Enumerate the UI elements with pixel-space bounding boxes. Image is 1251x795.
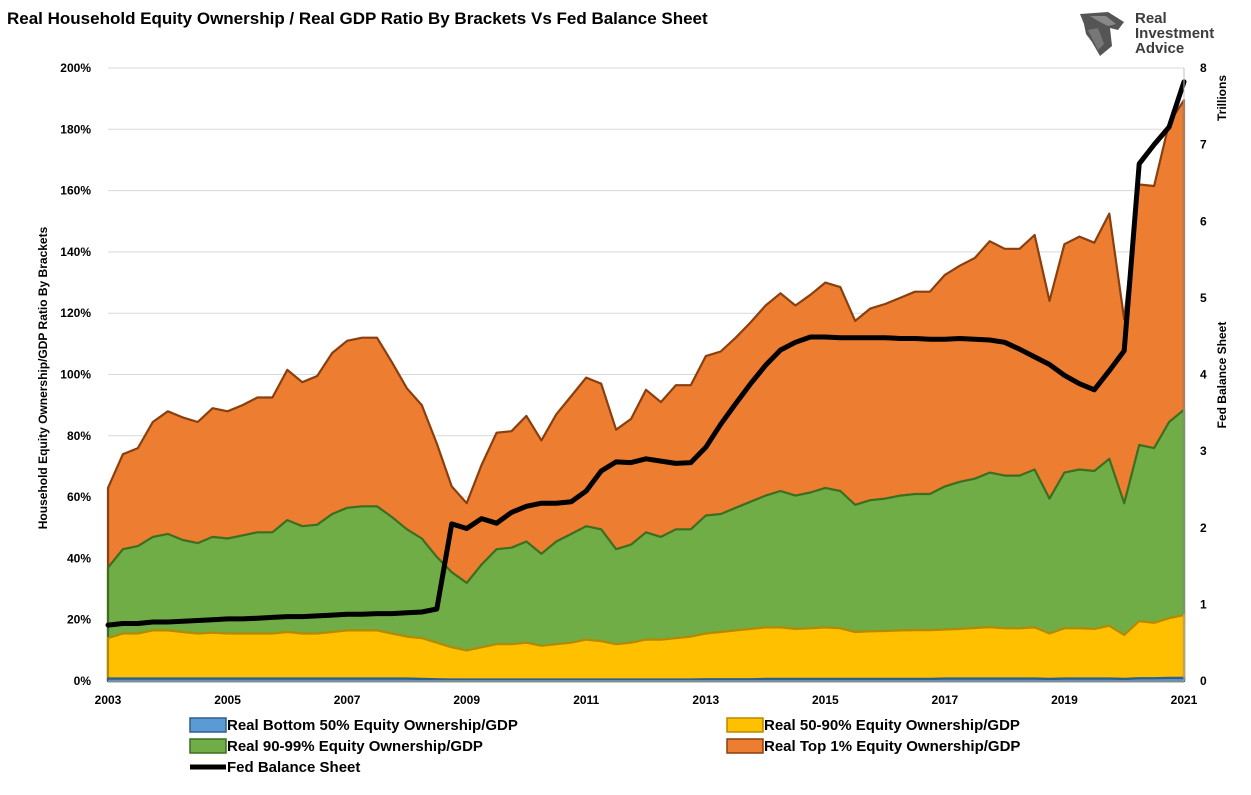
legend-swatch: [189, 738, 227, 754]
legend-swatch: [726, 717, 764, 733]
plot-areas: [106, 99, 1186, 683]
y-tick-label: 140%: [60, 245, 91, 259]
y2-tick-label: 0: [1200, 674, 1207, 688]
legend-label: Real 90-99% Equity Ownership/GDP: [227, 738, 483, 755]
x-tick-label: 2003: [95, 693, 122, 707]
y2-tick-label: 8: [1200, 61, 1207, 75]
y-tick-label: 20%: [67, 613, 91, 627]
y-tick-label: 0%: [74, 674, 92, 688]
y-axis-title: Household Equity Ownership/GDP Ratio By …: [36, 226, 50, 529]
logo-line-1: Real: [1135, 10, 1167, 27]
x-tick-label: 2011: [573, 693, 599, 707]
y-tick-label: 40%: [67, 551, 91, 565]
logo: Real Investment Advice: [1080, 10, 1214, 57]
y-tick-label: 100%: [60, 368, 91, 382]
y2-axis-unit: Trillions: [1215, 75, 1229, 121]
x-tick-label: 2007: [334, 693, 361, 707]
area-real-50-90-equity-ownership-gdp: [106, 614, 1186, 683]
legend-swatch: [189, 717, 227, 733]
x-tick-label: 2009: [453, 693, 480, 707]
y2-tick-label: 1: [1200, 597, 1207, 611]
legend-label: Real 50-90% Equity Ownership/GDP: [764, 717, 1020, 734]
y2-axis-title: Fed Balance Sheet: [1215, 322, 1229, 429]
y-tick-label: 180%: [60, 122, 91, 136]
area-real-bottom-50-equity-ownership-gdp: [106, 676, 1186, 683]
y2-tick-label: 3: [1200, 444, 1207, 458]
legend-label: Real Bottom 50% Equity Ownership/GDP: [227, 717, 518, 734]
y-tick-label: 160%: [60, 184, 91, 198]
y-tick-label: 200%: [60, 61, 91, 75]
x-tick-label: 2021: [1171, 693, 1198, 707]
logo-line-3: Advice: [1135, 40, 1184, 57]
legend: Real Bottom 50% Equity Ownership/GDP Real…: [189, 717, 1020, 776]
legend-swatch: [726, 738, 764, 754]
y2-tick-label: 4: [1200, 368, 1207, 382]
fed-line-group: [105, 79, 1187, 628]
x-tick-label: 2013: [692, 693, 719, 707]
chart-title: Real Household Equity Ownership / Real G…: [7, 9, 708, 28]
y2-tick-label: 7: [1200, 138, 1207, 152]
y2-tick-label: 6: [1200, 214, 1207, 228]
y-tick-label: 120%: [60, 306, 91, 320]
line-fed-balance-sheet: [105, 79, 1187, 628]
legend-label: Real Top 1% Equity Ownership/GDP: [764, 738, 1020, 755]
x-tick-label: 2005: [214, 693, 241, 707]
logo-line-2: Investment: [1135, 25, 1214, 42]
x-tick-label: 2015: [812, 693, 839, 707]
y-tick-label: 60%: [67, 490, 91, 504]
y2-tick-label: 5: [1200, 291, 1207, 305]
x-tick-label: 2019: [1051, 693, 1078, 707]
eagle-head-icon: [1080, 12, 1124, 56]
axes: 0% 20% 40% 60% 80% 100% 120% 140% 160% 180% 200% 0 1…: [60, 61, 1207, 707]
x-tick-label: 2017: [932, 693, 959, 707]
y2-tick-label: 2: [1200, 521, 1207, 535]
legend-label: Fed Balance Sheet: [227, 759, 360, 776]
y-tick-label: 80%: [67, 429, 91, 443]
